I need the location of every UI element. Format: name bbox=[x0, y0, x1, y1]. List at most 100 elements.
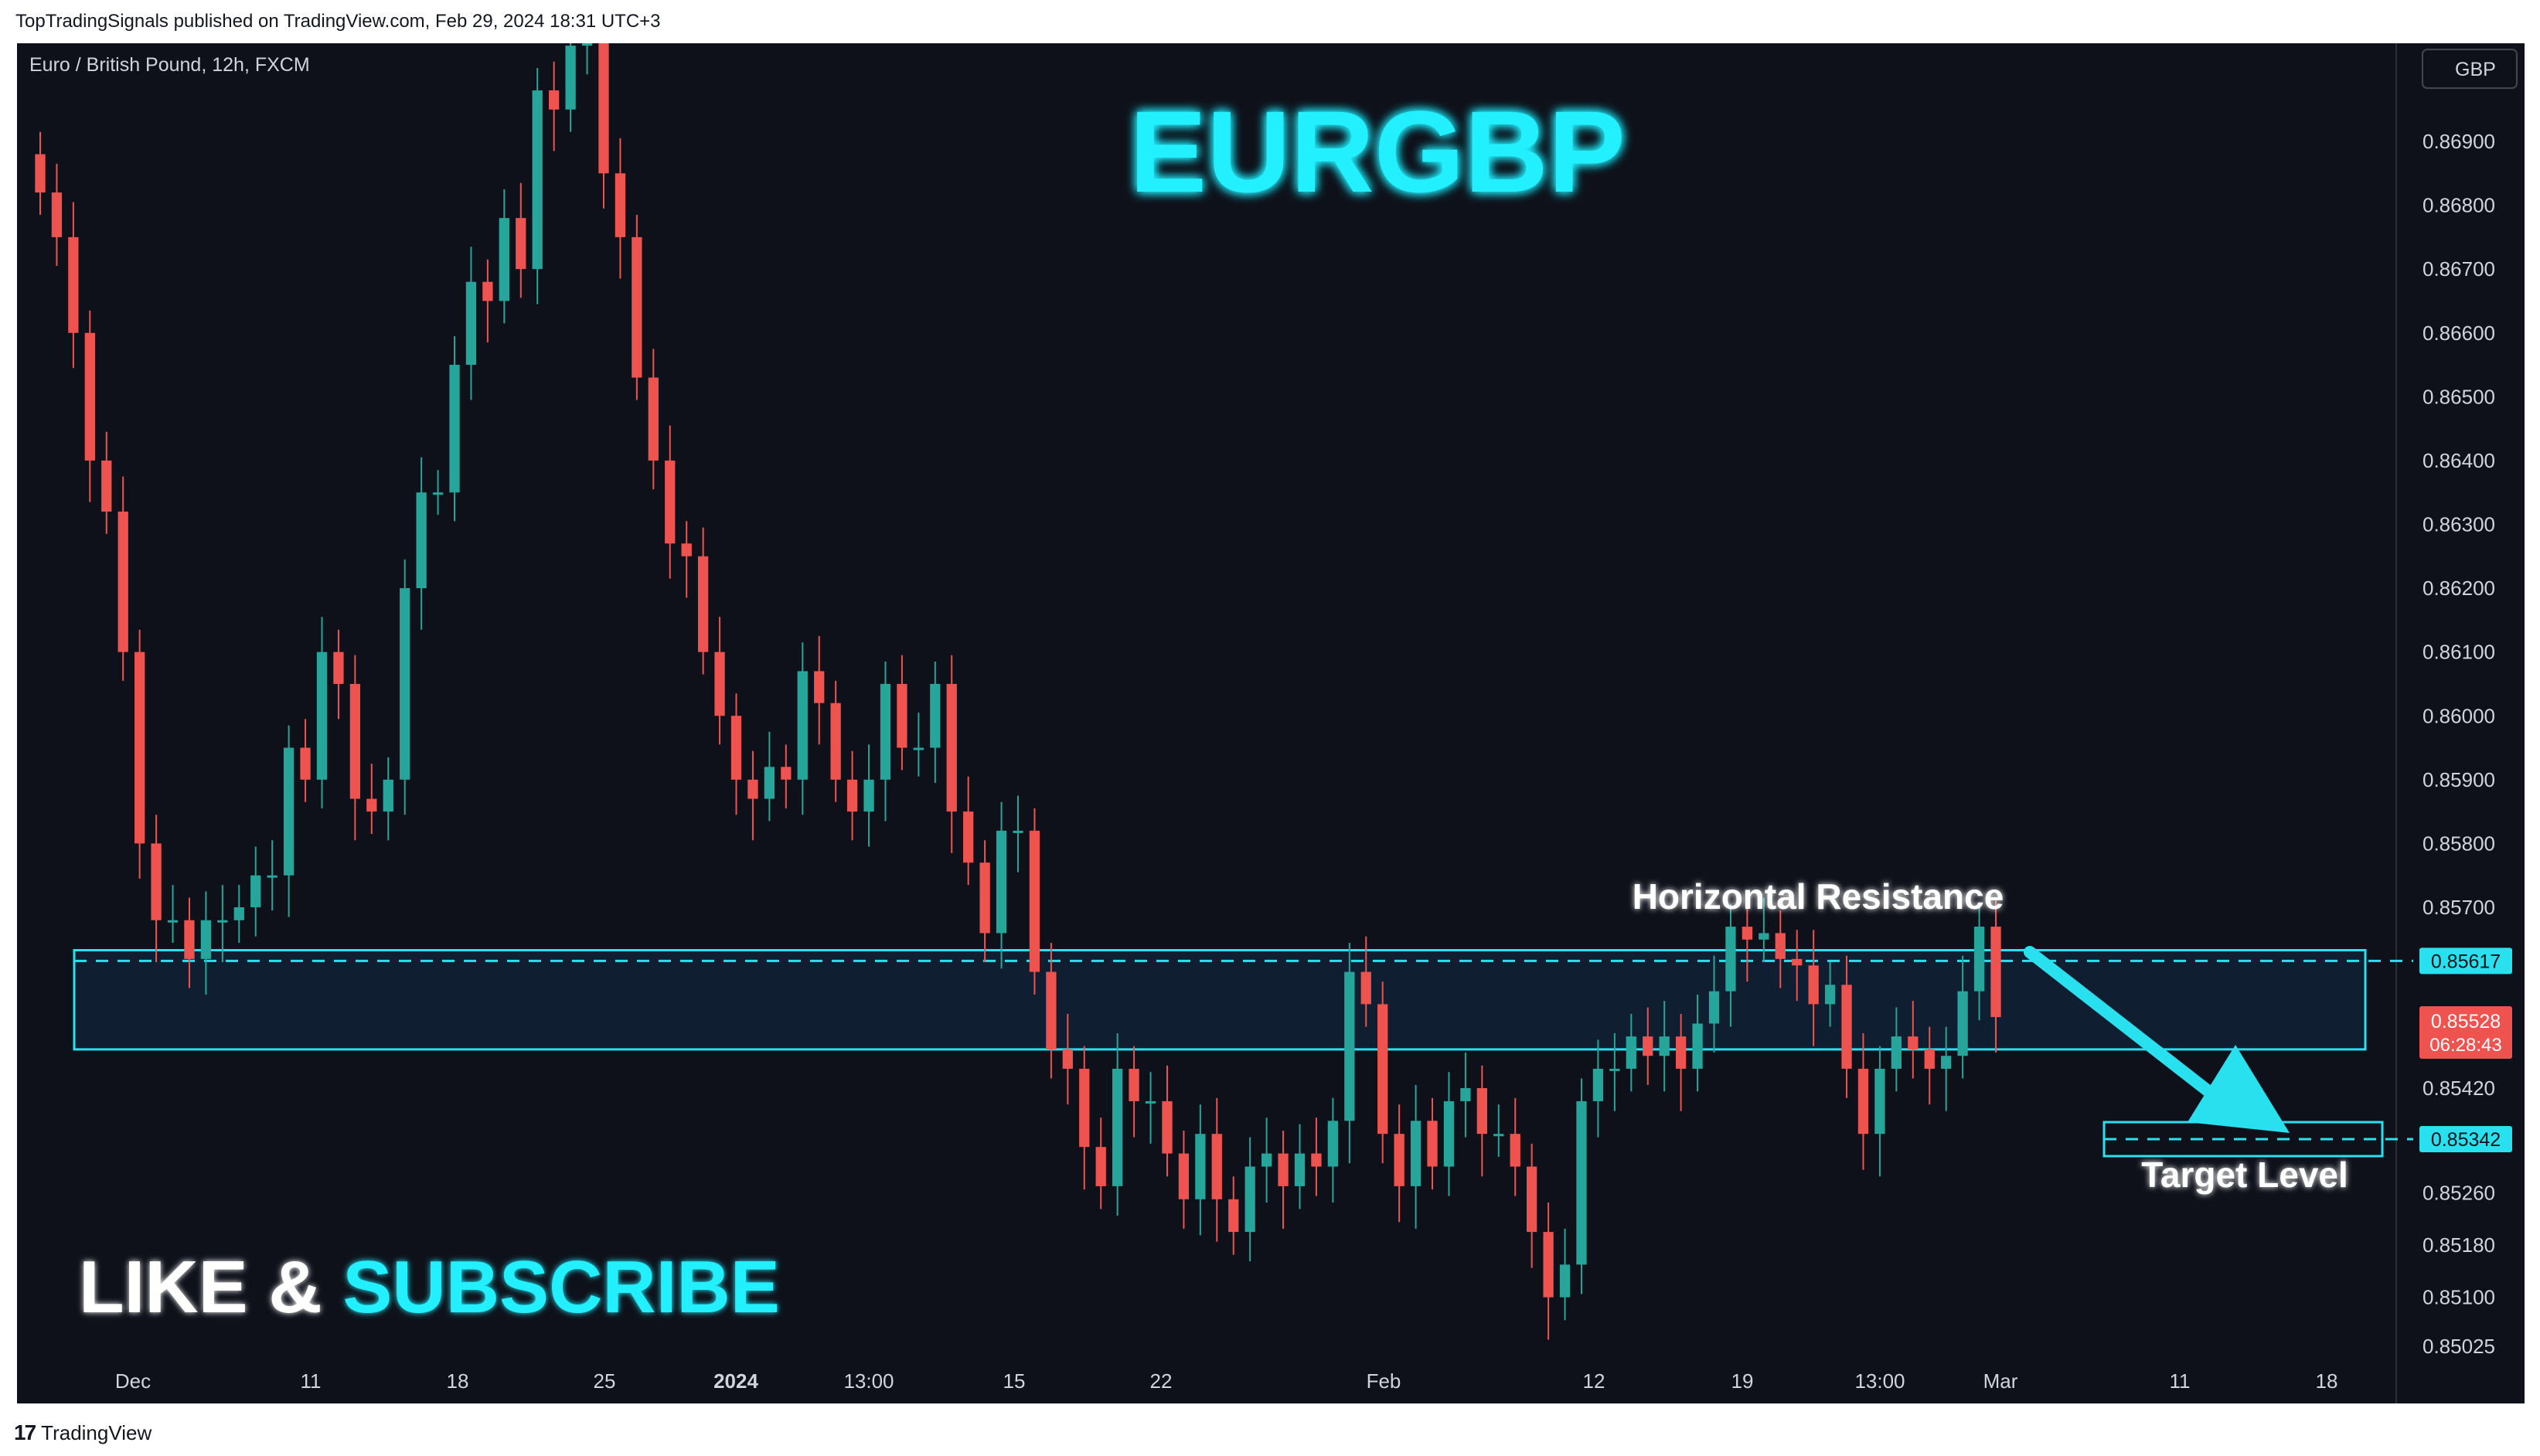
y-tick-label: 0.85260 bbox=[2423, 1181, 2495, 1204]
y-tick-label: 0.85900 bbox=[2423, 768, 2495, 791]
candle bbox=[697, 527, 709, 675]
candle-body bbox=[1924, 1049, 1935, 1069]
x-tick-label: 11 bbox=[301, 1369, 322, 1393]
candle-body bbox=[366, 798, 377, 812]
candle bbox=[1708, 955, 1720, 1053]
target-price-label: 0.85342 bbox=[2431, 1129, 2501, 1151]
candle bbox=[996, 801, 1007, 969]
candle bbox=[1742, 897, 1753, 982]
candle-body bbox=[1278, 1153, 1289, 1186]
x-tick-label: 12 bbox=[1583, 1369, 1605, 1393]
candle bbox=[764, 731, 775, 822]
chart-area[interactable]: 0.86900 0.86800 0.86700 0.86600 0.86500 0.864… bbox=[17, 43, 2525, 1403]
candle-body bbox=[1112, 1068, 1123, 1186]
candle bbox=[400, 559, 410, 815]
publisher-header: TopTradingSignals published on TradingVi… bbox=[15, 11, 661, 32]
candle bbox=[549, 61, 560, 151]
candle-body bbox=[1742, 927, 1753, 940]
candle bbox=[1476, 1065, 1487, 1177]
candle-body bbox=[532, 90, 543, 270]
candle-body bbox=[200, 920, 212, 959]
arrow-shaft bbox=[2024, 946, 2246, 1122]
y-tick-label: 0.85700 bbox=[2423, 896, 2495, 919]
candle-body bbox=[482, 281, 493, 301]
candle bbox=[747, 750, 758, 841]
candle-body bbox=[283, 747, 295, 876]
candle bbox=[1443, 1072, 1455, 1196]
candle bbox=[648, 349, 659, 490]
candle-body bbox=[996, 830, 1007, 934]
candle-body bbox=[68, 236, 79, 333]
candle bbox=[1029, 808, 1040, 995]
candle-body bbox=[930, 683, 941, 748]
candle bbox=[316, 617, 328, 808]
target-price-label-bg bbox=[2419, 1125, 2512, 1152]
candle-body bbox=[1079, 1068, 1090, 1148]
candle bbox=[1957, 955, 1968, 1079]
candle bbox=[1427, 1097, 1438, 1190]
candle-body bbox=[1857, 1068, 1869, 1135]
currency-button[interactable] bbox=[2422, 49, 2518, 89]
candle bbox=[1675, 1013, 1687, 1111]
candle bbox=[1941, 1026, 1952, 1111]
candle-body bbox=[681, 543, 692, 556]
promo-subscribe: SUBSCRIBE bbox=[342, 1246, 779, 1328]
candle-body bbox=[1725, 927, 1736, 992]
candle bbox=[333, 629, 344, 719]
candle bbox=[151, 815, 162, 963]
y-tick-label: 0.86400 bbox=[2423, 449, 2495, 472]
candle-body bbox=[84, 332, 95, 461]
y-tick-label: 0.86800 bbox=[2423, 194, 2495, 217]
candle-body bbox=[1046, 971, 1057, 1049]
candle bbox=[1062, 1013, 1073, 1105]
candle-body bbox=[1244, 1166, 1255, 1233]
candle bbox=[1311, 1118, 1322, 1196]
candle-body bbox=[1675, 1036, 1687, 1069]
candle-body bbox=[1973, 927, 1985, 992]
x-tick-label: Mar bbox=[1983, 1369, 2018, 1393]
candle bbox=[1841, 955, 1852, 1098]
candle bbox=[1808, 930, 1819, 1046]
candle-body bbox=[151, 843, 162, 920]
candle-body bbox=[1195, 1134, 1206, 1199]
candle-body bbox=[946, 683, 957, 812]
candle bbox=[1394, 1104, 1404, 1223]
candlestick-chart[interactable]: 0.86900 0.86800 0.86700 0.86600 0.86500 0.864… bbox=[17, 43, 2525, 1403]
candle bbox=[167, 885, 179, 943]
candle-body bbox=[1759, 933, 1769, 940]
x-tick-label: 13:00 bbox=[1854, 1369, 1905, 1393]
candle-body bbox=[1990, 927, 2001, 1018]
candle-body bbox=[167, 920, 179, 923]
candle bbox=[1725, 903, 1736, 1027]
candle-body bbox=[1592, 1068, 1604, 1101]
target-annotation: Target Level bbox=[2141, 1155, 2348, 1195]
candle-body bbox=[349, 683, 361, 799]
candle-body bbox=[1559, 1264, 1571, 1298]
candle bbox=[581, 43, 593, 75]
candle-body bbox=[1344, 971, 1355, 1121]
candle-body bbox=[1145, 1101, 1156, 1104]
candle bbox=[1527, 1143, 1537, 1268]
candle-body bbox=[316, 651, 328, 780]
candle-body bbox=[897, 683, 907, 748]
candle bbox=[781, 744, 792, 808]
candle-body bbox=[333, 651, 344, 684]
candle bbox=[1510, 1097, 1520, 1196]
x-tick-label: 22 bbox=[1150, 1369, 1173, 1393]
candle-body bbox=[217, 920, 228, 923]
candle-body bbox=[465, 281, 477, 366]
candle bbox=[134, 629, 145, 879]
candle bbox=[250, 846, 261, 937]
y-tick-label: 0.85180 bbox=[2423, 1233, 2495, 1257]
candle bbox=[1079, 1046, 1090, 1190]
candle bbox=[1874, 1046, 1885, 1177]
candle-body bbox=[499, 218, 509, 301]
y-tick-label: 0.85025 bbox=[2423, 1335, 2495, 1358]
candle bbox=[1990, 897, 2001, 1053]
y-tick-label: 0.86200 bbox=[2423, 577, 2495, 600]
candle-body bbox=[665, 460, 676, 544]
candle bbox=[1046, 942, 1057, 1079]
candle bbox=[1609, 1032, 1620, 1111]
candle bbox=[1112, 1032, 1123, 1216]
resistance-zone bbox=[73, 949, 2367, 1051]
